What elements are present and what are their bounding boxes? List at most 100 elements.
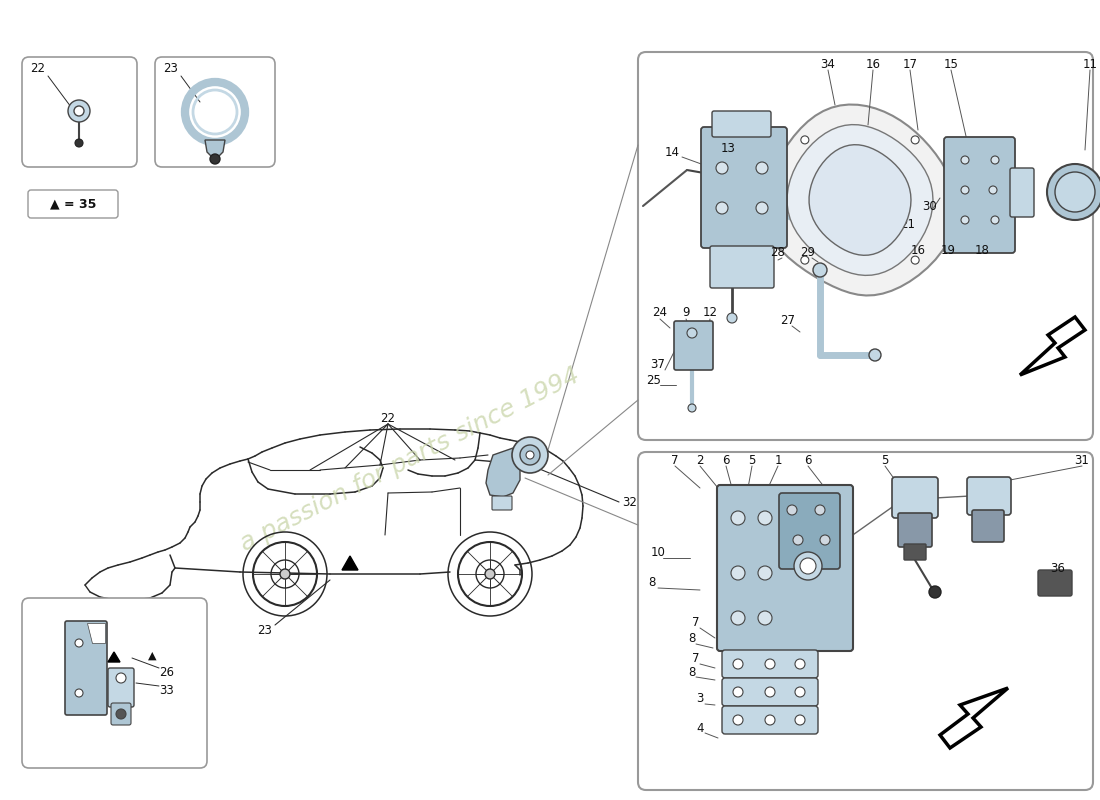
FancyBboxPatch shape <box>701 127 786 248</box>
Circle shape <box>485 569 495 579</box>
Circle shape <box>688 328 697 338</box>
Circle shape <box>688 404 696 412</box>
Circle shape <box>520 445 540 465</box>
Text: 15: 15 <box>944 58 958 70</box>
Circle shape <box>911 256 920 264</box>
Text: 1: 1 <box>774 454 782 466</box>
Text: 20: 20 <box>878 237 892 250</box>
FancyBboxPatch shape <box>22 598 207 768</box>
Circle shape <box>793 535 803 545</box>
Polygon shape <box>57 107 72 121</box>
Text: 23: 23 <box>164 62 178 75</box>
Circle shape <box>961 156 969 164</box>
Circle shape <box>989 186 997 194</box>
Circle shape <box>815 505 825 515</box>
FancyBboxPatch shape <box>722 678 818 706</box>
FancyBboxPatch shape <box>492 496 512 510</box>
Circle shape <box>911 136 920 144</box>
Circle shape <box>813 263 827 277</box>
Text: 28: 28 <box>771 246 785 258</box>
Polygon shape <box>342 556 358 570</box>
Circle shape <box>716 162 728 174</box>
FancyBboxPatch shape <box>65 621 107 715</box>
Circle shape <box>733 715 742 725</box>
Circle shape <box>732 611 745 625</box>
Polygon shape <box>788 125 933 275</box>
Polygon shape <box>486 447 520 497</box>
Circle shape <box>758 566 772 580</box>
Text: 36: 36 <box>1050 562 1066 574</box>
FancyBboxPatch shape <box>108 668 134 707</box>
FancyBboxPatch shape <box>710 246 774 288</box>
FancyBboxPatch shape <box>722 650 818 678</box>
Polygon shape <box>108 652 120 662</box>
Circle shape <box>801 136 808 144</box>
Text: 3: 3 <box>696 691 704 705</box>
Text: 23: 23 <box>257 623 273 637</box>
Text: 5: 5 <box>748 454 756 466</box>
Circle shape <box>68 100 90 122</box>
FancyBboxPatch shape <box>779 493 840 569</box>
Text: 4: 4 <box>696 722 704 734</box>
Circle shape <box>961 216 969 224</box>
Circle shape <box>758 511 772 525</box>
Text: 33: 33 <box>160 683 174 697</box>
Text: 8: 8 <box>648 575 656 589</box>
Polygon shape <box>763 105 957 295</box>
Circle shape <box>764 659 776 669</box>
Circle shape <box>991 216 999 224</box>
FancyBboxPatch shape <box>717 485 852 651</box>
FancyBboxPatch shape <box>712 111 771 137</box>
Circle shape <box>526 451 534 459</box>
Text: 9: 9 <box>682 306 690 319</box>
Text: 22: 22 <box>31 62 45 75</box>
Text: 11: 11 <box>1082 58 1098 70</box>
FancyBboxPatch shape <box>22 57 138 167</box>
FancyBboxPatch shape <box>892 477 938 518</box>
FancyBboxPatch shape <box>944 137 1015 253</box>
Text: 30: 30 <box>923 201 937 214</box>
Text: 14: 14 <box>664 146 680 159</box>
Text: 2: 2 <box>696 454 704 466</box>
FancyBboxPatch shape <box>111 703 131 725</box>
Polygon shape <box>940 688 1008 748</box>
FancyBboxPatch shape <box>904 544 926 560</box>
Circle shape <box>733 687 742 697</box>
Circle shape <box>869 349 881 361</box>
Circle shape <box>733 659 742 669</box>
FancyBboxPatch shape <box>638 452 1093 790</box>
Circle shape <box>991 156 999 164</box>
FancyBboxPatch shape <box>1010 168 1034 217</box>
Circle shape <box>512 437 548 473</box>
Circle shape <box>795 659 805 669</box>
Text: 32: 32 <box>623 495 637 509</box>
Circle shape <box>75 639 82 647</box>
Text: 27: 27 <box>781 314 795 326</box>
Polygon shape <box>87 107 101 121</box>
Circle shape <box>116 709 127 719</box>
Circle shape <box>801 256 808 264</box>
Circle shape <box>820 535 830 545</box>
Text: 21: 21 <box>901 218 915 231</box>
Text: 8: 8 <box>689 631 695 645</box>
Text: 22: 22 <box>381 411 396 425</box>
Text: 7: 7 <box>692 651 700 665</box>
FancyBboxPatch shape <box>674 321 713 370</box>
Circle shape <box>732 566 745 580</box>
Circle shape <box>961 186 969 194</box>
Circle shape <box>758 611 772 625</box>
Polygon shape <box>87 623 104 643</box>
Text: ▲: ▲ <box>147 651 156 661</box>
Text: 17: 17 <box>902 58 917 70</box>
Circle shape <box>116 673 127 683</box>
Text: a passion for parts since 1994: a passion for parts since 1994 <box>236 363 584 557</box>
Text: 10: 10 <box>650 546 666 558</box>
FancyBboxPatch shape <box>28 190 118 218</box>
Circle shape <box>800 558 816 574</box>
FancyBboxPatch shape <box>722 706 818 734</box>
Text: 7: 7 <box>671 454 679 466</box>
Text: 24: 24 <box>652 306 668 319</box>
Text: 19: 19 <box>940 243 956 257</box>
FancyBboxPatch shape <box>638 52 1093 440</box>
Text: 16: 16 <box>866 58 880 70</box>
